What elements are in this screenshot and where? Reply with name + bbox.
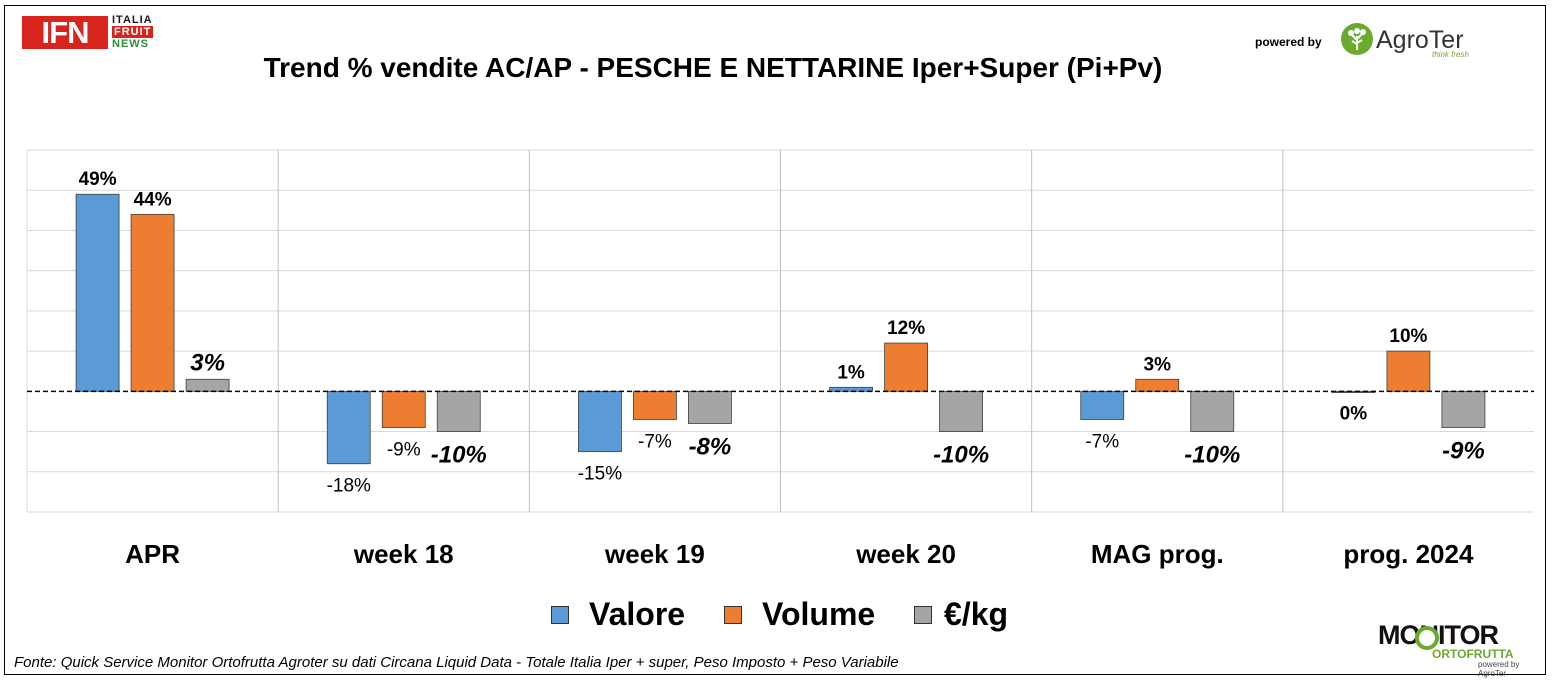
powered-by-label: powered by xyxy=(1255,35,1322,49)
data-label: -18% xyxy=(327,476,371,497)
category-separators xyxy=(277,150,1284,512)
agroter-logo-tagline: think fresh xyxy=(1432,50,1469,59)
legend-swatch-volume xyxy=(724,606,742,624)
bar-volume-2 xyxy=(633,390,677,420)
bar-kg-2 xyxy=(688,390,732,424)
category-label: MAG prog. xyxy=(1091,539,1224,569)
ifn-logo-text: ITALIA FRUIT NEWS xyxy=(112,14,154,50)
bar-kg-0 xyxy=(185,378,230,392)
category-labels: APR week 18 week 19 week 20 MAG prog. prog. 2… xyxy=(125,539,1474,569)
bar-valore-2 xyxy=(578,390,622,453)
bar-valore-5 xyxy=(1331,390,1376,393)
data-labels: 49% 44% 3% -18% -9% -10% -15% -7% -8% 1% 12% -10% -7… xyxy=(79,169,1485,496)
data-label: 12% xyxy=(887,318,925,339)
agroter-tree-icon xyxy=(1341,23,1373,55)
data-label: -15% xyxy=(578,464,622,485)
legend-label-eur-kg: €/kg xyxy=(944,596,1009,632)
bar-volume-4 xyxy=(1135,378,1180,392)
data-label: 3% xyxy=(1144,354,1172,375)
bar-kg-5 xyxy=(1441,390,1486,428)
bar-kg-3 xyxy=(939,390,983,432)
source-note: Fonte: Quick Service Monitor Ortofrutta … xyxy=(14,654,899,671)
data-label: 1% xyxy=(837,362,865,383)
category-label: week 18 xyxy=(353,539,454,569)
bar-kg-1 xyxy=(436,390,481,432)
data-label: 44% xyxy=(134,189,172,210)
category-label: week 20 xyxy=(855,539,956,569)
bar-volume-1 xyxy=(381,390,426,428)
monitor-logo-powered: powered by AgroTer xyxy=(1478,660,1520,678)
data-label: -10% xyxy=(431,442,487,469)
category-label: APR xyxy=(125,539,180,569)
data-label: -7% xyxy=(638,431,672,452)
chart-title: Trend % vendite AC/AP - PESCHE E NETTARI… xyxy=(263,52,1163,83)
legend-label-valore: Valore xyxy=(589,596,686,632)
magnifier-icon xyxy=(1415,626,1439,650)
legend-swatch-valore xyxy=(551,606,569,624)
ifn-logo-mark: IFN xyxy=(22,16,108,49)
data-label: 49% xyxy=(79,169,117,190)
bar-kg-4 xyxy=(1190,390,1235,432)
data-label: -9% xyxy=(1442,438,1485,465)
legend-swatch-eur-kg xyxy=(914,606,932,624)
data-label: 0% xyxy=(1340,403,1368,424)
data-label: -8% xyxy=(689,434,732,461)
data-label: -7% xyxy=(1085,431,1119,452)
monitor-ortofrutta-logo: MONITOR ORTOFRUTTA powered by AgroTer xyxy=(1378,620,1538,678)
bar-valore-0 xyxy=(75,193,120,392)
data-label: -10% xyxy=(933,442,989,469)
agroter-logo-name: AgroTer xyxy=(1376,26,1464,54)
chart-frame xyxy=(4,5,1546,675)
category-label: week 19 xyxy=(604,539,705,569)
data-label: -9% xyxy=(387,440,421,461)
ifn-logo: IFN ITALIA FRUIT NEWS xyxy=(22,14,167,54)
monitor-logo-subtext: ORTOFRUTTA xyxy=(1432,647,1514,661)
data-label: 10% xyxy=(1389,326,1427,347)
bar-volume-5 xyxy=(1386,350,1431,392)
legend-label-volume: Volume xyxy=(762,596,876,632)
category-label: prog. 2024 xyxy=(1343,539,1474,569)
bar-series xyxy=(75,193,1486,465)
data-label: -10% xyxy=(1184,442,1240,469)
bar-valore-1 xyxy=(326,390,371,465)
bar-volume-0 xyxy=(130,213,175,392)
bar-volume-3 xyxy=(884,342,928,392)
data-label: 3% xyxy=(190,349,225,376)
bar-valore-4 xyxy=(1080,390,1125,420)
